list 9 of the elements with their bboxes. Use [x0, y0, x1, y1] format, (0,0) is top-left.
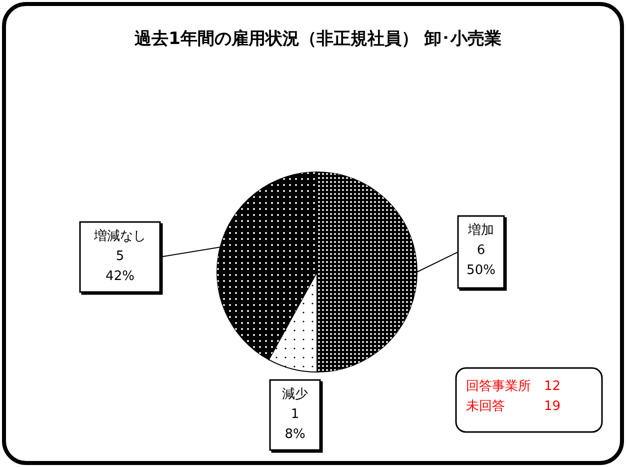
data-label: 6 50%	[466, 243, 496, 278]
text: 未回答 19	[466, 399, 561, 414]
data-label: 1 8%	[284, 407, 306, 442]
data-label: 5 42%	[106, 249, 134, 284]
slice-label: 減少	[282, 387, 308, 402]
slice-label: 増減なし	[93, 228, 146, 244]
chart-title: 過去1年間の雇用状況（非正規社員） 卸･小売業	[134, 29, 502, 49]
text: 回答事業所 12	[466, 379, 561, 394]
slice-label: 増加	[467, 222, 494, 238]
